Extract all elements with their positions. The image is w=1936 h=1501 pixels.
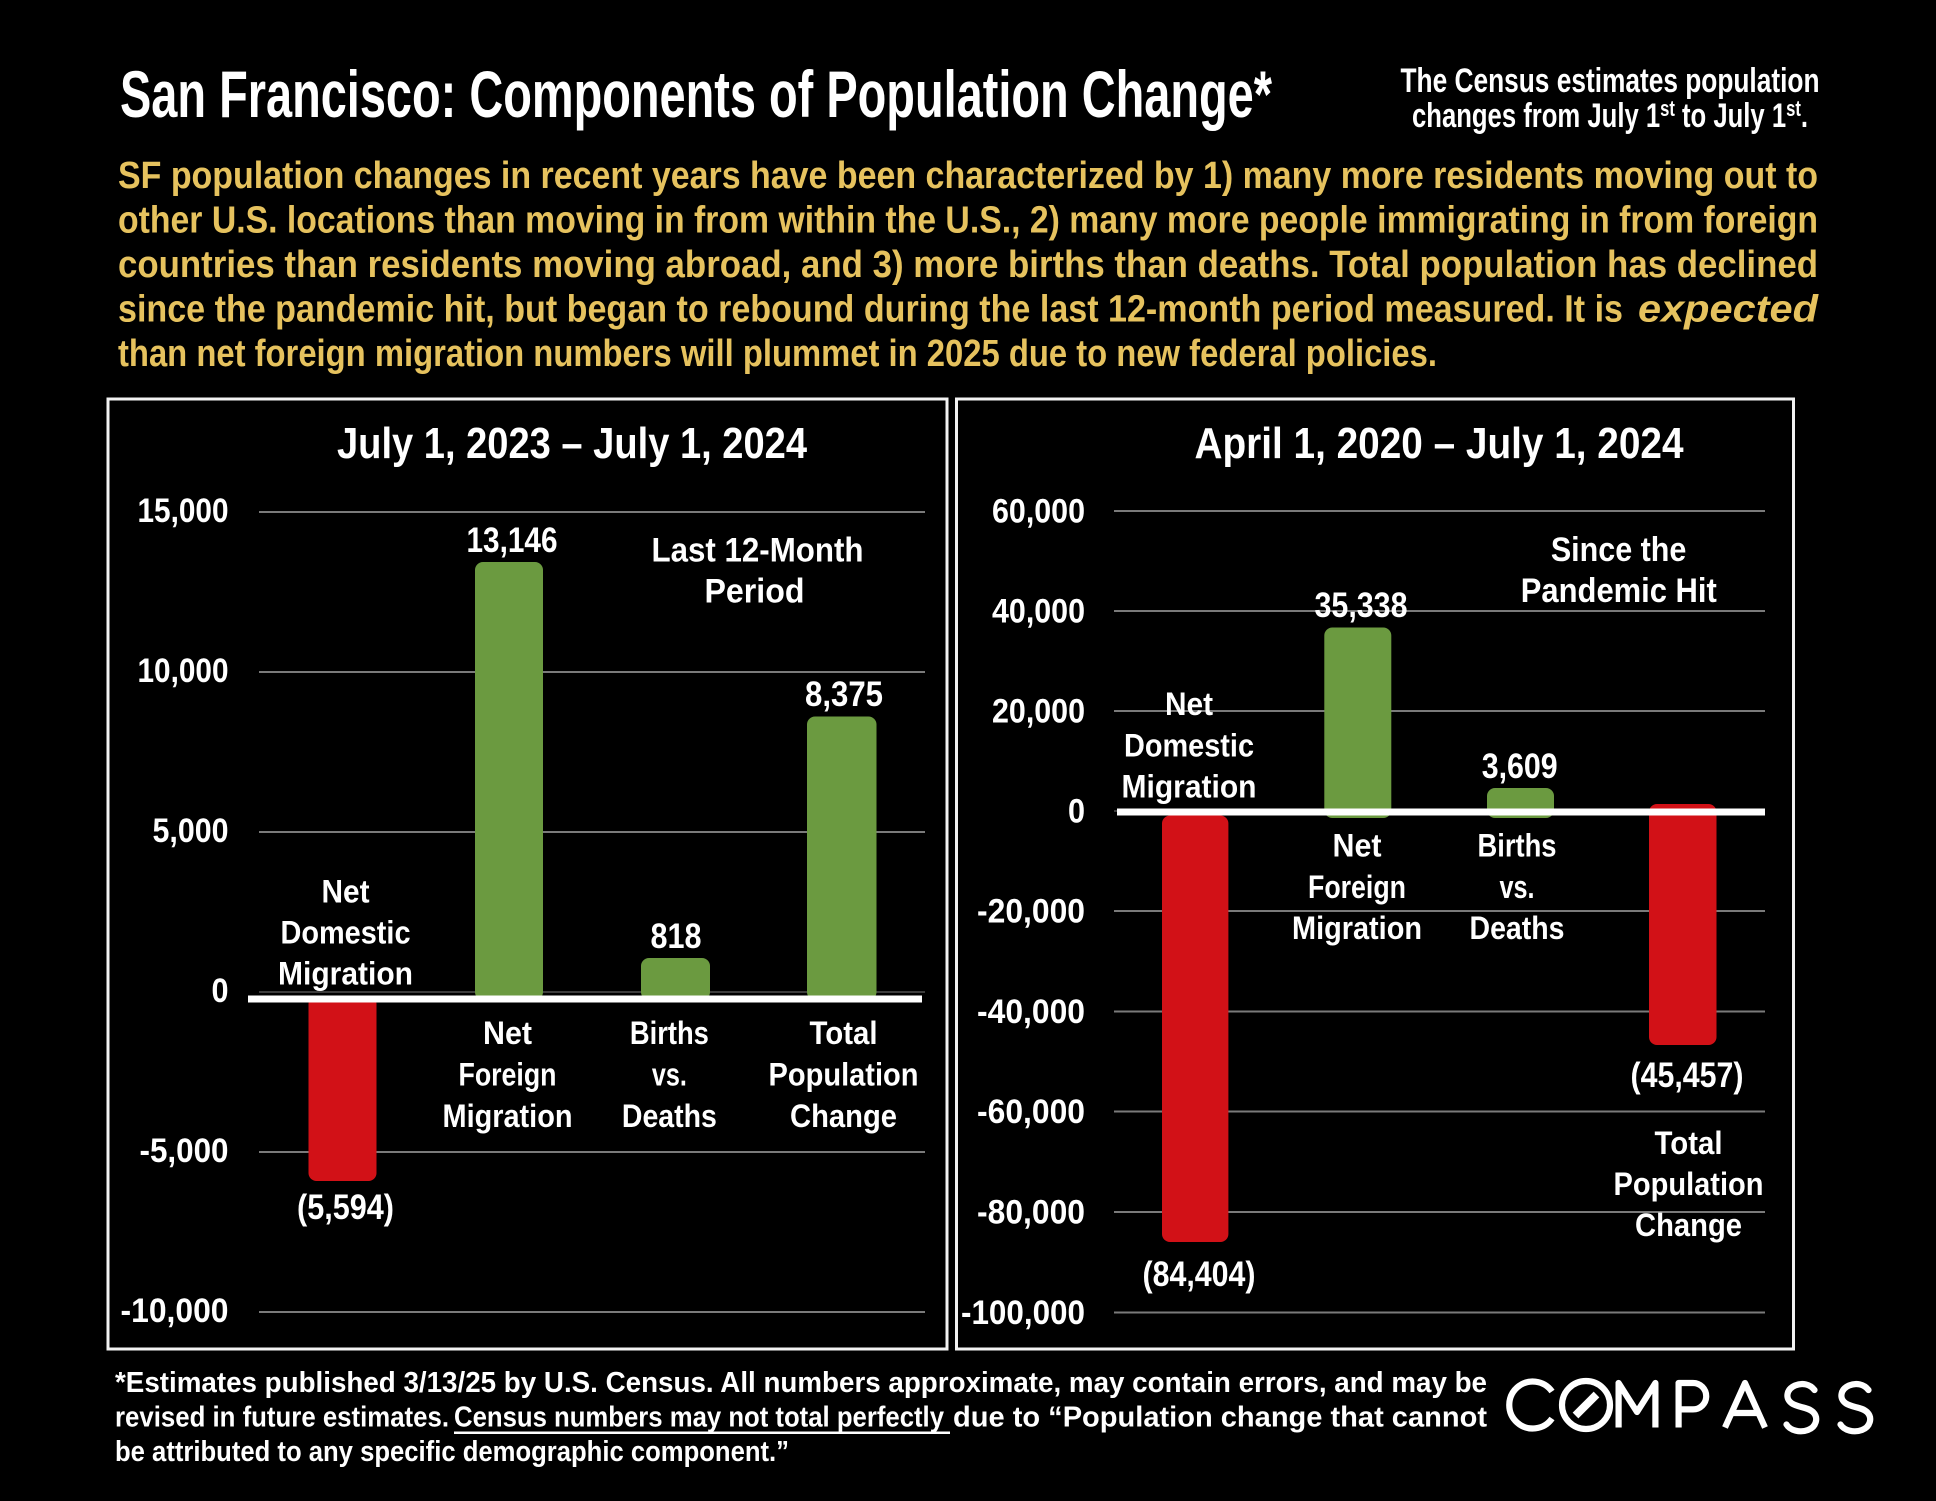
svg-text:Births: Births [1478,828,1557,864]
svg-text:Population: Population [769,1057,919,1093]
svg-text:Change: Change [1635,1207,1742,1243]
svg-text:40,000: 40,000 [992,593,1085,631]
svg-text:(45,457): (45,457) [1631,1056,1744,1095]
svg-text:Since the: Since the [1551,531,1687,569]
svg-text:Foreign: Foreign [1308,869,1406,905]
svg-text:be attributed to any specific: be attributed to any specific demographi… [115,1436,789,1468]
svg-text:Migration: Migration [1122,769,1257,805]
svg-text:60,000: 60,000 [992,493,1085,531]
svg-text:(84,404): (84,404) [1143,1255,1256,1294]
svg-text:Net: Net [322,873,370,909]
svg-text:expected: expected [1638,289,1819,331]
svg-text:April 1, 2020 – July 1, 2024: April 1, 2020 – July 1, 2024 [1195,419,1684,468]
svg-text:since the pandemic hit, but be: since the pandemic hit, but began to reb… [118,289,1623,331]
svg-text:-5,000: -5,000 [140,1132,229,1170]
svg-text:Population: Population [1614,1166,1764,1202]
svg-text:*Estimates published 3/13/25 b: *Estimates published 3/13/25 by U.S. Cen… [115,1367,1487,1399]
svg-text:13,146: 13,146 [467,521,558,560]
svg-text:Deaths: Deaths [622,1098,717,1134]
svg-text:Period: Period [705,573,805,611]
svg-text:Pandemic Hit: Pandemic Hit [1521,572,1717,610]
svg-text:818: 818 [651,917,702,956]
svg-text:-40,000: -40,000 [977,993,1085,1031]
svg-text:Last 12-Month: Last 12-Month [652,532,864,570]
svg-text:-10,000: -10,000 [121,1292,229,1330]
svg-text:Migration: Migration [443,1098,573,1134]
svg-text:Births: Births [630,1015,709,1051]
svg-text:-60,000: -60,000 [977,1093,1085,1131]
svg-text:The Census estimates populatio: The Census estimates population [1401,62,1820,100]
svg-text:35,338: 35,338 [1315,586,1408,625]
svg-text:Migration: Migration [278,956,413,992]
svg-text:-20,000: -20,000 [977,893,1085,931]
svg-text:Net: Net [483,1015,532,1051]
svg-text:5,000: 5,000 [153,812,229,850]
svg-text:Foreign: Foreign [459,1057,557,1093]
svg-text:countries than residents movin: countries than residents moving abroad, … [118,244,1818,286]
svg-text:Deaths: Deaths [1470,910,1565,946]
svg-text:Domestic: Domestic [1124,727,1254,763]
svg-text:0: 0 [1068,793,1085,831]
svg-text:San Francisco: Components of P: San Francisco: Components of Population … [120,57,1272,131]
svg-text:Net: Net [1165,686,1213,722]
svg-text:3,609: 3,609 [1482,747,1558,786]
svg-text:vs.: vs. [652,1057,687,1093]
svg-text:Change: Change [790,1098,897,1134]
svg-text:-80,000: -80,000 [977,1194,1085,1232]
svg-text:Net: Net [1333,828,1382,864]
svg-text:than net foreign migration num: than net foreign migration numbers will … [118,333,1437,375]
svg-text:15,000: 15,000 [138,492,229,530]
svg-text:SF population changes in recen: SF population changes in recent years ha… [118,155,1818,197]
svg-text:0: 0 [212,972,229,1010]
svg-text:Total: Total [810,1015,878,1051]
svg-text:due to “Population change that: due to “Population change that cannot [953,1402,1487,1434]
svg-text:Migration: Migration [1292,910,1422,946]
svg-text:other U.S. locations than movi: other U.S. locations than moving in from… [118,200,1818,242]
svg-text:10,000: 10,000 [138,652,229,690]
svg-text:-100,000: -100,000 [961,1294,1085,1332]
svg-text:Total: Total [1655,1125,1723,1161]
svg-text:Domestic: Domestic [281,915,411,951]
svg-text:Census numbers may not total p: Census numbers may not total perfectly [454,1402,944,1434]
svg-text:8,375: 8,375 [805,675,883,714]
svg-text:changes from July 1st to July: changes from July 1st to July 1st. [1412,96,1808,135]
svg-text:vs.: vs. [1500,869,1535,905]
svg-text:20,000: 20,000 [992,693,1085,731]
svg-text:(5,594): (5,594) [297,1188,394,1227]
svg-text:July 1, 2023 – July 1, 2024: July 1, 2023 – July 1, 2024 [337,419,807,468]
svg-text:revised in future estimates.: revised in future estimates. [115,1402,449,1434]
